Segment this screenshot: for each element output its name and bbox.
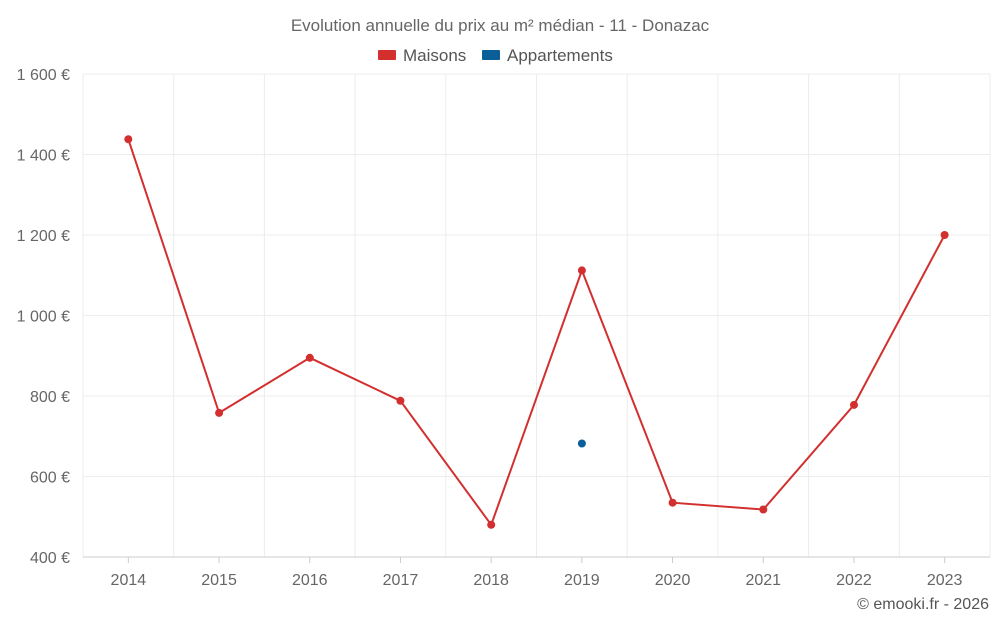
legend-label-appartements: Appartements (507, 46, 613, 65)
x-tick-label: 2018 (473, 572, 509, 589)
y-tick-label: 600 € (30, 470, 70, 487)
x-tick-label: 2017 (383, 572, 419, 589)
data-point-maisons[interactable] (396, 396, 405, 405)
data-point-maisons[interactable] (487, 520, 496, 529)
x-tick-label: 2023 (927, 572, 963, 589)
data-point-maisons[interactable] (577, 266, 586, 275)
x-tick-label: 2019 (564, 572, 600, 589)
y-tick-label: 1 600 € (17, 67, 70, 84)
data-point-maisons[interactable] (759, 505, 768, 514)
data-point-maisons[interactable] (850, 400, 858, 409)
y-tick-label: 1 000 € (17, 309, 70, 326)
y-axis-ticks: 400 € 600 € 800 € 1 000 € 1 200 € 1 400 € 1 60… (17, 67, 70, 567)
legend-swatch-appartements (482, 50, 500, 60)
chart-title: Evolution annuelle du prix au m² médian … (291, 16, 710, 35)
data-point-maisons[interactable] (305, 353, 314, 362)
y-tick-label: 1 200 € (17, 228, 70, 245)
data-point-maisons[interactable] (124, 135, 133, 144)
y-tick-label: 400 € (30, 550, 70, 567)
x-axis-ticks: 2014 2015 2016 2017 2018 2019 2020 2021 2022 2023 (111, 557, 963, 589)
grid (82, 73, 991, 558)
legend: Maisons Appartements (378, 46, 613, 65)
x-tick-label: 2014 (111, 572, 147, 589)
x-tick-label: 2020 (655, 572, 691, 589)
legend-item-appartements[interactable]: Appartements (482, 46, 613, 65)
x-tick-label: 2022 (836, 572, 872, 589)
chart-credit: © emooki.fr - 2026 (857, 596, 989, 613)
x-tick-label: 2021 (745, 572, 781, 589)
x-tick-label: 2015 (201, 572, 237, 589)
data-point-appartements[interactable] (577, 439, 586, 448)
data-point-maisons[interactable] (215, 408, 224, 417)
y-tick-label: 1 400 € (17, 148, 70, 165)
legend-label-maisons: Maisons (403, 46, 466, 65)
data-point-maisons[interactable] (940, 231, 949, 239)
series (124, 135, 949, 529)
y-tick-label: 800 € (30, 389, 70, 406)
legend-swatch-maisons (378, 50, 396, 60)
series-line-maisons (127, 138, 946, 527)
legend-item-maisons[interactable]: Maisons (378, 46, 466, 65)
data-point-maisons[interactable] (668, 498, 677, 507)
x-tick-label: 2016 (292, 572, 328, 589)
